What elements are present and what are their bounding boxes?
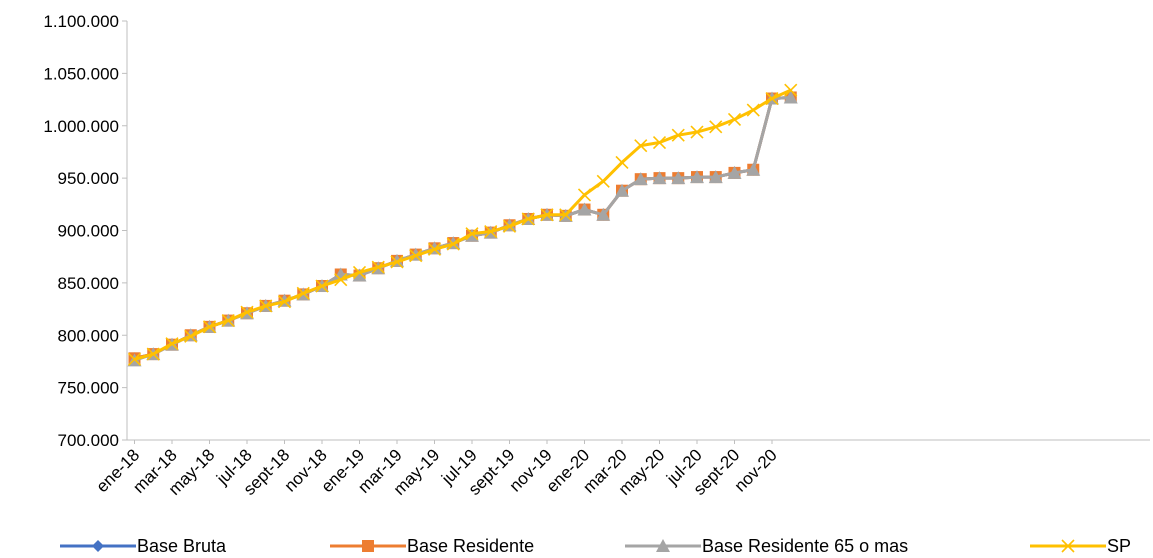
data-point — [615, 155, 629, 169]
data-point — [746, 162, 761, 176]
data-point — [202, 320, 217, 334]
data-point — [596, 207, 611, 221]
data-point — [315, 279, 329, 293]
data-point — [484, 224, 498, 239]
data-point — [784, 83, 798, 97]
legend-marker — [92, 540, 104, 552]
data-point — [446, 237, 460, 251]
legend-label: Base Residente — [407, 536, 534, 556]
data-point — [709, 120, 723, 134]
legend-item: SP — [1030, 536, 1131, 556]
data-point — [577, 188, 592, 202]
x-axis: ene-18mar-18may-18jul-18sept-18nov-18ene… — [92, 439, 1150, 499]
data-point — [127, 352, 142, 366]
data-point — [652, 135, 667, 150]
data-point — [146, 347, 160, 361]
data-point — [352, 268, 367, 282]
data-point — [540, 208, 554, 222]
legend-label: SP — [1107, 536, 1131, 556]
y-tick-label: 900.000 — [58, 222, 119, 241]
data-point — [690, 125, 704, 139]
data-point — [633, 172, 648, 186]
data-point — [165, 337, 179, 351]
data-point — [371, 260, 385, 274]
data-point — [184, 329, 198, 343]
data-point — [390, 255, 404, 269]
data-point — [577, 202, 592, 216]
data-point — [596, 174, 610, 188]
y-tick-label: 750.000 — [58, 379, 119, 398]
data-point — [409, 249, 423, 263]
legend: Base Bruta Base Residente Base Residente 6… — [60, 536, 1131, 556]
data-point — [277, 295, 292, 309]
x-tick-label: nov-20 — [731, 445, 781, 495]
data-point — [708, 170, 723, 184]
data-point — [427, 242, 442, 256]
y-tick-label: 800.000 — [58, 326, 119, 345]
y-tick-label: 1.050.000 — [43, 64, 119, 83]
y-tick-label: 950.000 — [58, 169, 119, 188]
series-lines — [127, 83, 798, 367]
y-tick-label: 700.000 — [58, 431, 119, 450]
data-point — [502, 219, 517, 233]
y-tick-label: 1.100.000 — [43, 12, 119, 31]
data-point — [746, 103, 760, 117]
data-point — [727, 165, 742, 179]
legend-item: Base Residente 65 o mas — [625, 536, 908, 556]
data-point — [671, 128, 685, 142]
data-point — [259, 299, 273, 313]
y-tick-label: 850.000 — [58, 274, 119, 293]
legend-marker — [362, 540, 374, 552]
data-point — [765, 91, 779, 106]
data-point — [727, 112, 742, 127]
legend-marker — [1061, 539, 1075, 553]
legend-marker — [656, 539, 670, 552]
data-point — [690, 170, 704, 184]
series-sp — [127, 83, 798, 366]
data-point — [221, 314, 235, 328]
data-point — [352, 265, 367, 279]
legend-item: Base Residente — [330, 536, 534, 556]
series-line — [134, 88, 792, 361]
data-point — [671, 171, 686, 185]
data-point — [559, 208, 573, 222]
data-point — [296, 286, 310, 300]
data-point — [615, 183, 629, 197]
data-point — [240, 305, 254, 319]
data-point — [334, 273, 348, 287]
data-point — [652, 171, 667, 185]
y-tick-label: 1.000.000 — [43, 117, 119, 136]
data-point — [634, 139, 648, 153]
data-point — [465, 227, 479, 241]
legend-label: Base Bruta — [137, 536, 227, 556]
y-axis: 700.000 750.000 800.000 850.000 900.000 950.0… — [43, 12, 128, 450]
legend-label: Base Residente 65 o mas — [702, 536, 908, 556]
legend-item: Base Bruta — [60, 536, 227, 556]
data-point — [783, 90, 798, 104]
data-point — [521, 212, 535, 226]
